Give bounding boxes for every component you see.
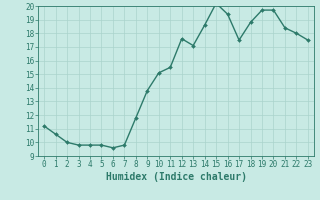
X-axis label: Humidex (Indice chaleur): Humidex (Indice chaleur) — [106, 172, 246, 182]
